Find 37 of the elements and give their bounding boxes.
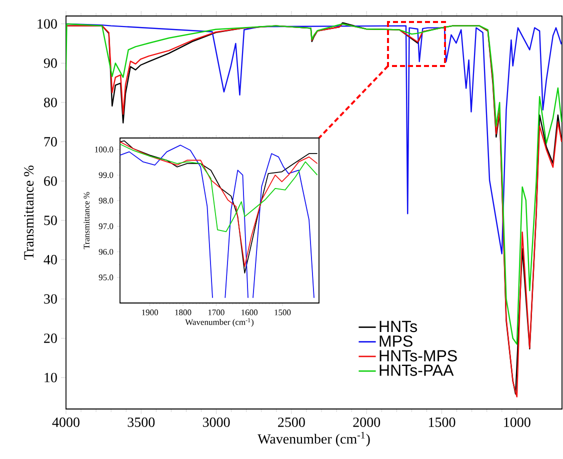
x-tick-label: 3500: [128, 418, 155, 427]
y-tick-label: 40: [44, 254, 57, 264]
line-series: [120, 144, 318, 232]
x-axis-title: Wavenumber (cm$^{-1}$): [185, 318, 254, 327]
x-tick-label: 2000: [353, 418, 380, 427]
y-tick-label: 95.0: [98, 274, 114, 280]
y-axis-title: Transmittance %: [84, 192, 90, 250]
x-tick-label: 1700: [208, 310, 224, 316]
y-tick-label: 90: [44, 58, 57, 68]
y-tick-label: 80: [44, 98, 57, 108]
y-tick-label: 20: [44, 334, 57, 343]
legend-label: MPS: [380, 335, 412, 347]
x-axis-title: Wavenumber (cm$^{-1}$): [258, 432, 370, 447]
y-tick-label: 98.0: [98, 198, 114, 204]
y-tick-label: 99.0: [98, 172, 114, 178]
x-tick-label: 1600: [242, 310, 258, 316]
y-tick-label: 100.0: [95, 146, 114, 152]
y-tick-label: 96.0: [98, 248, 114, 255]
x-tick-label: 1900: [142, 310, 158, 316]
legend-label: HNTs: [380, 320, 418, 332]
x-tick-label: 4000: [52, 418, 80, 427]
y-tick-label: 97.0: [98, 223, 114, 230]
y-tick-label: 50: [44, 216, 57, 226]
x-tick-label: 1800: [175, 310, 192, 316]
x-tick-label: 1500: [428, 418, 456, 427]
x-tick-label: 1000: [504, 418, 530, 427]
x-tick-label: 1500: [274, 310, 291, 316]
y-tick-label: 10: [44, 372, 57, 382]
x-tick-label: 3000: [202, 418, 230, 427]
x-tick-label: 2500: [278, 418, 305, 427]
y-tick-label: 100: [38, 19, 57, 29]
legend-label: HNTs-PAA: [380, 364, 454, 376]
y-tick-label: 70: [44, 137, 57, 146]
y-tick-label: 60: [44, 176, 57, 186]
y-tick-label: 30: [44, 294, 57, 304]
y-axis-title: Transmittance %: [24, 166, 34, 260]
legend-label: HNTs-MPS: [380, 350, 457, 362]
